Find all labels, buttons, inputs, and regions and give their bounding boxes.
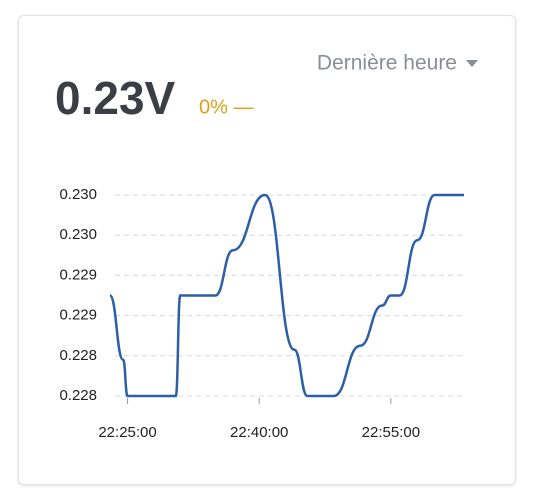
- y-tick-label: 0.228: [59, 347, 97, 364]
- y-tick-label: 0.228: [59, 387, 97, 404]
- y-tick-label: 0.230: [59, 226, 97, 243]
- y-tick-label: 0.229: [59, 266, 97, 283]
- line-series: [108, 193, 464, 398]
- change-indicator: 0% —: [199, 96, 253, 118]
- card: [18, 15, 516, 485]
- y-tick-label: 0.229: [59, 307, 97, 324]
- x-tick-label: 22:55:00: [362, 424, 420, 441]
- range-selector[interactable]: Dernière heure: [317, 52, 457, 75]
- x-tick-label: 22:25:00: [98, 424, 156, 441]
- y-tick-label: 0.230: [59, 186, 97, 203]
- x-tick-label: 22:40:00: [230, 424, 288, 441]
- dropdown-caret[interactable]: [466, 60, 478, 67]
- headline-value: 0.23V: [55, 72, 176, 124]
